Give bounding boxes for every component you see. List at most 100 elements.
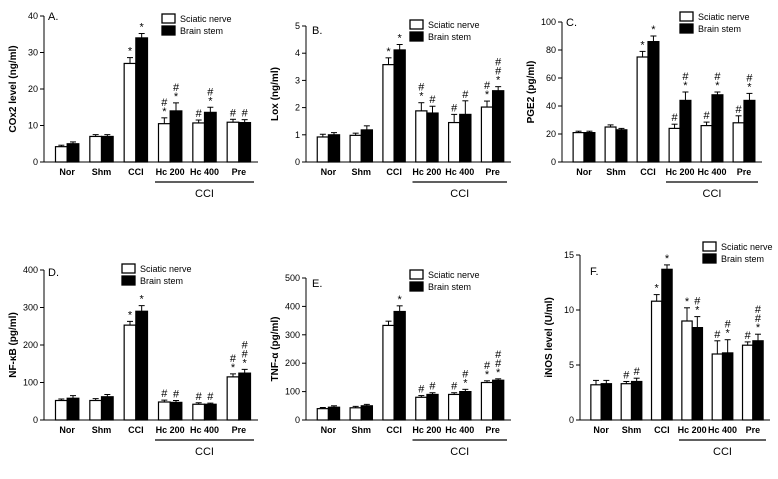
significance-mark: # bbox=[462, 89, 469, 101]
significance-mark: # bbox=[755, 304, 762, 316]
x-tick-label: Pre bbox=[737, 167, 752, 177]
legend-swatch-sciatic-nerve bbox=[121, 263, 136, 274]
legend-swatch-brain-stem bbox=[409, 31, 424, 42]
brain-stem-bar-4 bbox=[203, 111, 217, 163]
sciatic-nerve-bar-5 bbox=[741, 344, 754, 421]
significance-mark: * bbox=[726, 328, 731, 340]
x-tick-label: Shm bbox=[351, 425, 371, 435]
brain-stem-bar-0 bbox=[327, 134, 341, 163]
brain-stem-bar-5 bbox=[491, 379, 505, 421]
significance-mark: # bbox=[746, 72, 753, 84]
legend: Sciatic nerve Brain stem bbox=[679, 11, 750, 34]
x-tick-label: Hc 400 bbox=[445, 425, 474, 435]
significance-mark: # bbox=[429, 381, 436, 393]
significance-mark: # bbox=[495, 66, 502, 78]
cci-group-label: CCI bbox=[450, 446, 469, 458]
y-axis-title: Lox (ng/ml) bbox=[270, 67, 281, 121]
significance-mark: * bbox=[419, 91, 424, 103]
brain-stem-bar-5 bbox=[238, 121, 252, 163]
legend-swatch-sciatic-nerve bbox=[702, 241, 717, 252]
significance-mark: # bbox=[207, 391, 214, 403]
significance-mark: # bbox=[714, 329, 721, 341]
significance-mark: # bbox=[682, 71, 689, 83]
chart-panel-5: 0 100 200 300 400 500 TNF-α (pg/ml) E. Nor Shm * CC… bbox=[270, 269, 511, 458]
legend-label-sciatic-nerve: Sciatic nerve bbox=[428, 20, 480, 30]
sciatic-nerve-bar-0 bbox=[316, 136, 330, 163]
significance-mark: * bbox=[640, 39, 645, 51]
x-tick-label: Hc 400 bbox=[445, 167, 474, 177]
sciatic-nerve-bar-5 bbox=[226, 376, 240, 421]
legend-swatch-sciatic-nerve bbox=[161, 13, 176, 24]
significance-mark: # bbox=[418, 384, 425, 396]
brain-stem-bar-4 bbox=[721, 352, 734, 421]
significance-mark: # bbox=[242, 339, 249, 351]
significance-mark: # bbox=[451, 381, 458, 393]
y-tick-label: 40 bbox=[28, 11, 38, 21]
x-tick-label: CCI bbox=[128, 167, 144, 177]
sciatic-nerve-bar-1 bbox=[604, 126, 617, 163]
sciatic-nerve-bar-3 bbox=[157, 123, 171, 163]
significance-mark: # bbox=[173, 82, 180, 94]
legend-swatch-brain-stem bbox=[702, 253, 717, 264]
x-tick-label: Shm bbox=[351, 167, 371, 177]
brain-stem-bar-3 bbox=[691, 327, 704, 421]
x-tick-label: Nor bbox=[59, 425, 75, 435]
significance-mark: # bbox=[694, 296, 701, 308]
sciatic-nerve-bar-5 bbox=[480, 106, 494, 163]
sciatic-nerve-bar-1 bbox=[89, 399, 103, 421]
legend-label-brain-stem: Brain stem bbox=[140, 276, 183, 286]
significance-mark: # bbox=[230, 107, 237, 119]
sciatic-nerve-bar-1 bbox=[349, 407, 362, 421]
brain-stem-bar-2 bbox=[135, 37, 149, 163]
y-tick-label: 0 bbox=[295, 157, 300, 167]
sciatic-nerve-bar-4 bbox=[192, 403, 206, 421]
sciatic-nerve-bar-0 bbox=[572, 132, 585, 163]
legend-label-sciatic-nerve: Sciatic nerve bbox=[140, 264, 192, 274]
significance-mark: # bbox=[484, 80, 491, 92]
y-tick-label: 40 bbox=[546, 101, 556, 111]
y-tick-label: 200 bbox=[285, 358, 300, 368]
significance-mark: * bbox=[243, 357, 248, 369]
brain-stem-bar-0 bbox=[66, 397, 80, 421]
significance-mark: # bbox=[196, 108, 203, 120]
sciatic-nerve-bar-4 bbox=[711, 353, 724, 421]
significance-mark: * bbox=[386, 46, 391, 58]
sciatic-nerve-bar-2 bbox=[382, 324, 395, 421]
x-tick-label: Pre bbox=[232, 167, 247, 177]
x-tick-label: Shm bbox=[606, 167, 626, 177]
y-tick-label: 300 bbox=[285, 330, 300, 340]
legend-swatch-brain-stem bbox=[409, 281, 424, 292]
significance-mark: * bbox=[651, 24, 656, 36]
y-tick-label: 20 bbox=[546, 129, 556, 139]
y-axis-title: TNF-α (pg/ml) bbox=[270, 316, 281, 381]
significance-mark: # bbox=[484, 360, 491, 372]
legend-label-brain-stem: Brain stem bbox=[180, 26, 223, 36]
significance-mark: * bbox=[398, 294, 403, 306]
significance-mark: # bbox=[230, 353, 237, 365]
y-tick-label: 200 bbox=[23, 340, 38, 350]
legend: Sciatic nerve Brain stem bbox=[409, 269, 480, 292]
significance-mark: * bbox=[695, 305, 700, 317]
x-tick-label: Nor bbox=[59, 167, 75, 177]
sciatic-nerve-bar-1 bbox=[349, 134, 362, 163]
sciatic-nerve-bar-4 bbox=[700, 124, 713, 163]
panel-label: F. bbox=[590, 266, 599, 278]
sciatic-nerve-bar-1 bbox=[620, 383, 633, 421]
sciatic-nerve-bar-0 bbox=[590, 384, 602, 421]
x-tick-label: Pre bbox=[232, 425, 247, 435]
legend: Sciatic nerve Brain stem bbox=[409, 19, 480, 42]
sciatic-nerve-bar-4 bbox=[192, 122, 206, 163]
y-tick-label: 300 bbox=[23, 303, 38, 313]
y-tick-label: 10 bbox=[28, 121, 38, 131]
y-tick-label: 80 bbox=[546, 45, 556, 55]
significance-mark: # bbox=[429, 94, 436, 106]
significance-mark: * bbox=[463, 377, 468, 389]
y-tick-label: 1 bbox=[295, 130, 300, 140]
brain-stem-bar-2 bbox=[135, 310, 149, 421]
x-tick-label: Shm bbox=[92, 167, 112, 177]
x-tick-label: Shm bbox=[92, 425, 112, 435]
panel-label: E. bbox=[312, 278, 322, 290]
sciatic-nerve-bar-1 bbox=[89, 135, 103, 163]
y-tick-label: 500 bbox=[285, 273, 300, 283]
